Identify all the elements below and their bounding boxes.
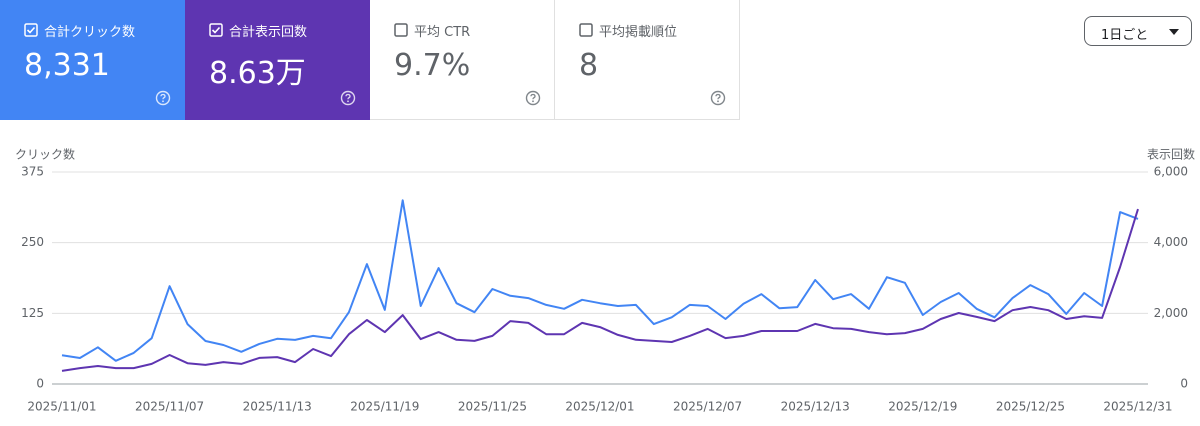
y2-axis-title: 表示回数 <box>1147 147 1195 162</box>
checkbox[interactable] <box>209 23 223 37</box>
help-circle <box>710 90 726 106</box>
help-mark <box>530 93 536 100</box>
help-dot <box>347 100 349 103</box>
x-tick-label: 2025/12/31 <box>1103 400 1172 414</box>
checkbox[interactable] <box>579 23 593 37</box>
checkbox-box <box>579 23 593 37</box>
help-icon[interactable] <box>155 90 171 106</box>
help-circle <box>525 90 541 106</box>
y2-tick-label: 0 <box>1180 377 1188 391</box>
help-mark <box>715 93 721 100</box>
checkbox-box <box>394 23 408 37</box>
help-dot <box>717 100 719 103</box>
x-tick-label: 2025/12/19 <box>888 400 957 414</box>
series-line <box>61 199 1139 362</box>
metric-label: 平均 CTR <box>414 25 471 40</box>
x-tick-label: 2025/11/07 <box>135 400 204 414</box>
x-tick-label: 2025/12/25 <box>996 400 1065 414</box>
help-dot <box>162 100 164 103</box>
series-line <box>61 208 1139 372</box>
metric-card[interactable]: 合計表示回数 8.63万 <box>185 0 370 120</box>
checkmark <box>26 26 36 34</box>
metric-label: 合計クリック数 <box>44 25 136 40</box>
metric-cards: 合計クリック数 8,331 合計表示回数 8.63万 平均 CTR 9.7% 平均掲載順位 8 <box>0 0 740 120</box>
checkbox-box <box>209 23 223 37</box>
checkbox-box <box>24 23 38 37</box>
help-icon[interactable] <box>710 90 726 106</box>
y-tick-label: 250 <box>21 235 44 249</box>
help-circle <box>155 90 171 106</box>
x-tick-label: 2025/12/07 <box>673 400 742 414</box>
y-tick-label: 0 <box>36 377 44 391</box>
dropdown-arrow <box>1169 29 1179 35</box>
checkmark <box>211 26 221 34</box>
help-mark <box>160 93 166 100</box>
metric-value: 9.7% <box>394 48 471 83</box>
metric-card[interactable]: 平均 CTR 9.7% <box>370 0 555 120</box>
metric-value: 8,331 <box>24 48 110 83</box>
x-tick-label: 2025/11/01 <box>27 400 96 414</box>
y2-tick-label: 4,000 <box>1154 235 1188 249</box>
help-mark <box>345 93 351 100</box>
metric-value: 8 <box>579 48 599 83</box>
checkbox[interactable] <box>394 23 408 37</box>
metric-label: 合計表示回数 <box>229 25 308 40</box>
metric-card[interactable]: 平均掲載順位 8 <box>555 0 740 120</box>
metric-value: 8.63万 <box>209 56 306 91</box>
x-tick-label: 2025/11/25 <box>458 400 527 414</box>
metric-label: 平均掲載順位 <box>599 25 678 40</box>
checkbox[interactable] <box>24 23 38 37</box>
help-dot <box>532 100 534 103</box>
x-tick-label: 2025/12/01 <box>565 400 634 414</box>
help-icon[interactable] <box>525 90 541 106</box>
dropdown-label: 1日ごと <box>1101 28 1149 43</box>
x-tick-label: 2025/12/13 <box>781 400 850 414</box>
interval-dropdown[interactable]: 1日ごと <box>1084 16 1192 46</box>
x-tick-label: 2025/11/19 <box>350 400 419 414</box>
help-icon[interactable] <box>340 90 356 106</box>
y2-tick-label: 2,000 <box>1154 306 1188 320</box>
x-tick-label: 2025/11/13 <box>243 400 312 414</box>
help-circle <box>340 90 356 106</box>
y-tick-label: 125 <box>21 306 44 320</box>
y-axis-title: クリック数 <box>15 147 75 162</box>
y2-tick-label: 6,000 <box>1154 165 1188 179</box>
metric-card[interactable]: 合計クリック数 8,331 <box>0 0 185 120</box>
y-tick-label: 375 <box>21 165 44 179</box>
